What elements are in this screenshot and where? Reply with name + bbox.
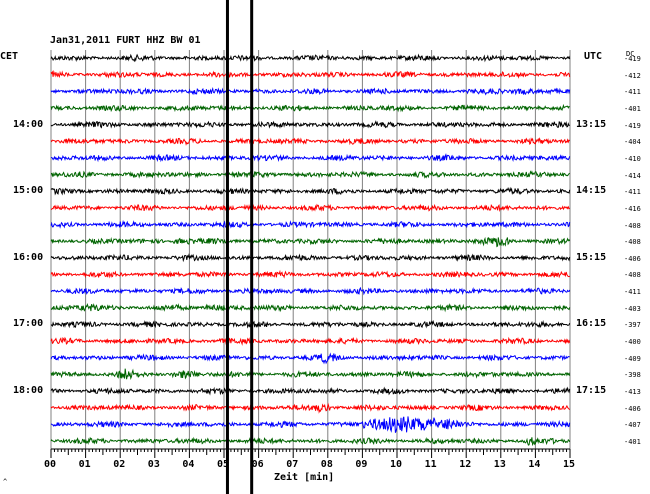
x-tick-label: 03 [147, 459, 160, 470]
seismic-trace [50, 386, 571, 396]
dc-offset-label: -401 [624, 437, 641, 446]
right-time-label: 16:15 [576, 318, 607, 330]
dc-offset-label: -407 [624, 421, 641, 430]
seismic-trace [50, 416, 571, 433]
dc-offset-label: -406 [624, 254, 641, 263]
x-tick-label: 11 [424, 459, 437, 470]
grid-lines [50, 50, 571, 449]
dc-offset-label: -406 [624, 404, 641, 413]
right-time-label: 13:15 [576, 118, 607, 130]
dc-offset-label: -411 [624, 188, 641, 197]
x-tick-label: 15 [563, 459, 576, 470]
x-axis-label: Zeit [min] [274, 472, 335, 483]
event-markers [225, 0, 254, 494]
seismic-trace [50, 169, 570, 179]
dc-offset-label: -403 [624, 304, 641, 313]
seismic-trace [50, 269, 570, 279]
left-time-label: 18:00 [13, 385, 44, 396]
x-axis [50, 448, 571, 458]
dc-offset-label: -409 [624, 354, 641, 363]
seismic-traces [50, 53, 571, 447]
seismic-trace [50, 53, 571, 63]
dc-offset-label: -404 [624, 138, 641, 147]
right-time-label: 15:15 [576, 251, 607, 263]
x-tick-label: 07 [286, 459, 299, 470]
right-time-label: 17:15 [576, 385, 607, 396]
seismic-trace [50, 303, 571, 313]
x-tick-label: 12 [459, 459, 472, 470]
seismic-trace [50, 319, 571, 329]
dc-offset-label: -408 [624, 238, 641, 247]
seismic-trace [50, 352, 570, 365]
x-tick-label: 02 [113, 459, 126, 470]
seismic-trace [50, 153, 571, 163]
x-tick-label: 13 [493, 459, 506, 470]
dc-offset-label: -413 [624, 388, 641, 396]
dc-offset-label: -416 [624, 204, 641, 213]
left-time-label: 15:00 [13, 185, 44, 197]
minute-gridlines [50, 50, 571, 449]
seismic-trace [50, 219, 571, 229]
right-timezone-label: UTC [584, 51, 603, 62]
corner-mark: ^ [3, 478, 8, 486]
dc-label: DC [626, 50, 635, 58]
dc-offset-label: -400 [624, 338, 641, 347]
dc-offset-label: -401 [624, 104, 641, 113]
dc-offset-label: -408 [624, 221, 641, 230]
left-time-label: 14:00 [13, 118, 44, 130]
x-tick-label: 01 [78, 459, 91, 470]
dc-offset-label: -411 [624, 88, 641, 97]
dc-offset-label: -397 [624, 321, 641, 330]
x-tick-label: 10 [390, 459, 403, 470]
seismic-trace [50, 87, 571, 96]
seismic-trace [50, 203, 570, 213]
left-time-label: 16:00 [13, 251, 44, 263]
x-tick-label: 00 [44, 459, 57, 470]
x-tick-label: 14 [528, 459, 541, 470]
x-tick-label: 05 [217, 459, 230, 470]
x-tick-label: 06 [251, 459, 264, 470]
seismic-trace [50, 368, 571, 380]
chart-title: Jan31,2011 FURT HHZ BW 01 [50, 35, 201, 46]
seismic-trace [50, 336, 571, 346]
seismic-trace [50, 253, 571, 263]
dc-offset-label: -419 [624, 121, 641, 130]
seismic-trace [50, 137, 571, 146]
dc-offset-label: -411 [624, 288, 641, 297]
dc-offset-label: -408 [624, 271, 641, 280]
seismic-trace [50, 103, 570, 113]
x-tick-label: 04 [182, 459, 195, 470]
dc-offset-label: -414 [624, 171, 641, 180]
seismic-trace [50, 402, 571, 414]
seismic-trace [50, 120, 570, 129]
right-time-label: 14:15 [576, 185, 607, 197]
seismic-trace [50, 436, 571, 447]
left-timezone-label: CET [0, 51, 19, 62]
dc-offset-label: -412 [624, 71, 641, 80]
seismic-trace [50, 236, 571, 248]
seismic-trace [50, 186, 571, 196]
seismic-trace [50, 286, 571, 296]
x-tick-label: 09 [355, 459, 368, 470]
x-tick-label: 08 [320, 459, 333, 470]
dc-offset-label: -419 [624, 55, 641, 63]
seismic-trace [50, 69, 571, 79]
left-time-label: 17:00 [13, 318, 44, 330]
dc-offset-label: -398 [624, 371, 641, 380]
dc-offset-label: -410 [624, 154, 641, 163]
